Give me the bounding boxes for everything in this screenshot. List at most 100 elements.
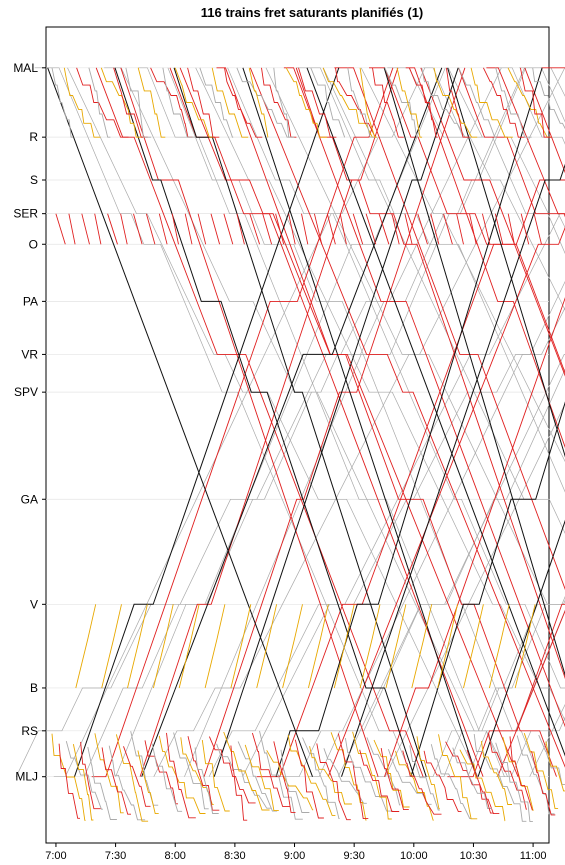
local-move-mal (359, 67, 377, 138)
train-path-grey (242, 307, 565, 777)
train-path-red (95, 67, 424, 777)
train-path-yellow (127, 604, 148, 689)
local-move-ser (430, 213, 440, 245)
local-move-mal (310, 67, 346, 138)
local-move-ser (275, 213, 285, 245)
local-move-ser (55, 213, 66, 245)
local-move-mlj (280, 749, 310, 813)
local-move-mlj (294, 739, 324, 819)
local-move-ser (507, 213, 515, 245)
station-reference-lines (46, 67, 549, 778)
local-move-mlj (137, 750, 159, 815)
x-tick-label: 8:30 (224, 850, 245, 862)
y-tick-label: SER (13, 207, 38, 221)
train-path-red (458, 67, 565, 218)
local-move-ser (326, 213, 336, 245)
local-move-mlj (302, 737, 340, 819)
y-tick-label: O (29, 237, 38, 251)
train-path-black (341, 163, 565, 777)
local-move-mal (63, 67, 101, 138)
train-path-black (74, 67, 340, 777)
local-move-mlj (380, 748, 409, 811)
train-path-red (334, 67, 565, 591)
y-tick-label: B (30, 681, 38, 695)
train-path-yellow (411, 604, 433, 689)
y-tick-label: RS (21, 724, 38, 738)
x-tick-label: 9:00 (284, 850, 305, 862)
y-tick-label: R (29, 130, 38, 144)
local-move-mlj (51, 733, 86, 821)
train-path-grey (208, 213, 565, 777)
train-path-red (139, 67, 399, 777)
local-move-mlj (445, 741, 500, 815)
train-path-red (91, 67, 394, 778)
train-path-yellow (359, 604, 381, 689)
local-move-mlj (344, 738, 394, 812)
local-move-ser (494, 213, 504, 245)
train-path-grey (265, 67, 565, 605)
local-move-mlj (402, 750, 442, 815)
local-move-mlj (488, 733, 527, 810)
train-path-yellow (204, 604, 226, 689)
local-move-mal (347, 67, 377, 138)
train-path-red (120, 67, 379, 777)
local-move-mal (150, 67, 193, 138)
local-move-mal (187, 67, 220, 138)
local-move-mlj (423, 750, 462, 813)
train-path-red (179, 67, 519, 777)
y-tick-label: SPV (14, 385, 38, 399)
local-move-mal (396, 67, 423, 138)
local-move-mlj (266, 750, 314, 811)
local-move-mlj (323, 748, 367, 804)
local-move-mlj (87, 746, 117, 820)
local-move-ser (184, 213, 193, 245)
train-path-black (141, 67, 443, 777)
local-move-mlj (151, 743, 183, 812)
local-move-ser (365, 213, 377, 245)
local-move-mal (285, 67, 328, 138)
local-move-mal (458, 67, 497, 138)
train-path-yellow (514, 604, 536, 689)
local-move-mal (335, 67, 376, 138)
local-move-mlj (366, 737, 401, 806)
train-path-black (383, 67, 565, 677)
local-move-ser (339, 213, 347, 245)
local-move-mal (100, 67, 144, 138)
local-move-mal (433, 67, 478, 138)
train-paths (15, 67, 565, 823)
local-move-mlj (287, 734, 336, 816)
local-move-ser (313, 213, 323, 245)
local-move-mlj (480, 741, 512, 805)
local-move-ser (481, 213, 491, 245)
train-path-black (213, 67, 459, 777)
train-path-yellow (152, 604, 174, 689)
local-move-ser (520, 213, 530, 245)
y-tick-label: MLJ (15, 770, 38, 784)
local-move-ser (158, 213, 168, 245)
local-move-mlj (395, 750, 434, 821)
y-tick-label: S (30, 173, 38, 187)
train-path-grey (387, 67, 565, 311)
plot-frame (45, 26, 550, 844)
local-move-ser (352, 213, 364, 245)
y-tick-label: GA (21, 492, 38, 506)
local-move-mlj (94, 733, 124, 814)
local-move-mal (298, 67, 337, 138)
train-path-yellow (307, 604, 329, 689)
local-move-ser (68, 213, 76, 245)
train-path-yellow (178, 604, 200, 689)
local-move-mlj (359, 749, 400, 812)
local-move-ser (417, 213, 428, 245)
train-path-red (283, 67, 565, 728)
local-move-ser (533, 213, 542, 245)
train-path-black (275, 67, 543, 777)
local-move-mlj (473, 733, 527, 822)
local-move-mlj (545, 741, 565, 792)
chart-title: 116 trains fret saturants planifiés (1) (201, 5, 424, 20)
local-move-ser (301, 213, 309, 245)
x-tick-label: 10:30 (460, 850, 488, 862)
local-move-mlj (316, 743, 351, 821)
train-path-grey (195, 67, 565, 722)
train-path-black (306, 67, 565, 757)
